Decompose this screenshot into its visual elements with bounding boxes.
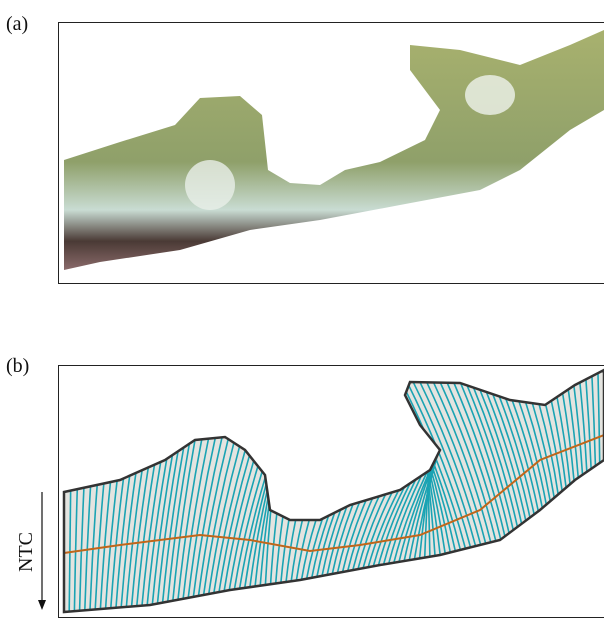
arrow-head	[38, 600, 46, 610]
panel-label: (b)	[6, 355, 29, 377]
axis-label: NTC	[15, 532, 37, 572]
tissue-detail	[185, 160, 235, 210]
panel-label: (a)	[6, 13, 28, 35]
tissue-detail	[465, 75, 515, 115]
figure: (a) (b) NTC	[0, 0, 604, 618]
